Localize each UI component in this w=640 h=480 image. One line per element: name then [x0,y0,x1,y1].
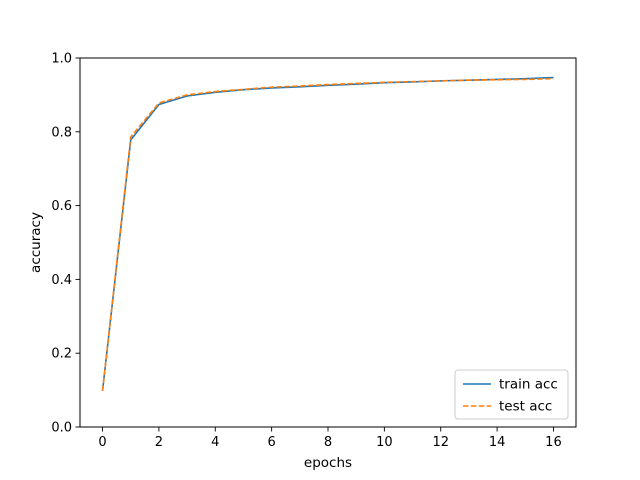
x-axis-label: epochs [304,455,352,471]
legend-label-0: train acc [499,377,558,393]
legend: train acc test acc [454,369,569,420]
series-layer [101,76,554,391]
x-tick-label: 8 [324,435,332,450]
x-tick-label: 16 [545,435,562,450]
x-axis: 0 2 4 6 8 10 12 14 16 [98,427,562,450]
y-tick-label: 0.6 [51,199,72,214]
x-tick-label: 12 [432,435,449,450]
legend-label-1: test acc [499,399,552,415]
y-axis-label: accuracy [28,212,44,273]
y-tick-label: 0.4 [51,273,72,288]
x-tick-label: 10 [376,435,393,450]
x-tick-label: 2 [155,435,163,450]
x-tick-label: 4 [211,435,219,450]
plot-area [80,58,576,427]
x-tick-label: 6 [267,435,275,450]
y-axis: 0.0 0.2 0.4 0.6 0.8 1.0 [51,52,80,436]
y-tick-label: 0.2 [51,347,72,362]
x-tick-label: 14 [489,435,506,450]
y-tick-label: 0.0 [51,421,72,436]
y-tick-label: 1.0 [51,52,72,67]
y-tick-label: 0.8 [51,125,72,140]
series-line-1 [101,77,554,391]
x-tick-label: 0 [98,435,106,450]
